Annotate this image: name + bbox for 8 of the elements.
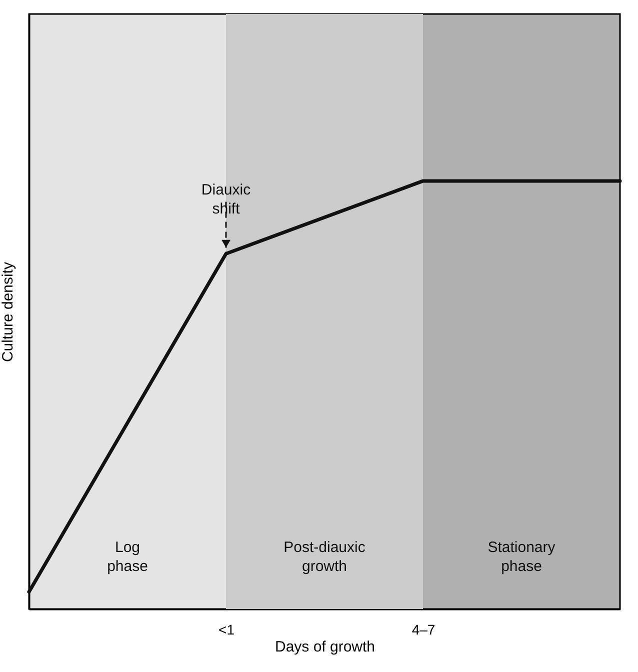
x-axis-title: Days of growth	[274, 638, 376, 656]
band-label: Post-diauxic growth	[284, 539, 366, 575]
y-axis-title: Culture density	[0, 261, 16, 362]
x-tick-label: 4–7	[412, 622, 436, 638]
annotation: Stationary phase	[488, 539, 556, 575]
x-tick-label: <1	[218, 622, 235, 638]
annotation: Diauxic shift	[201, 182, 252, 218]
annotation: Log phase	[107, 539, 148, 575]
